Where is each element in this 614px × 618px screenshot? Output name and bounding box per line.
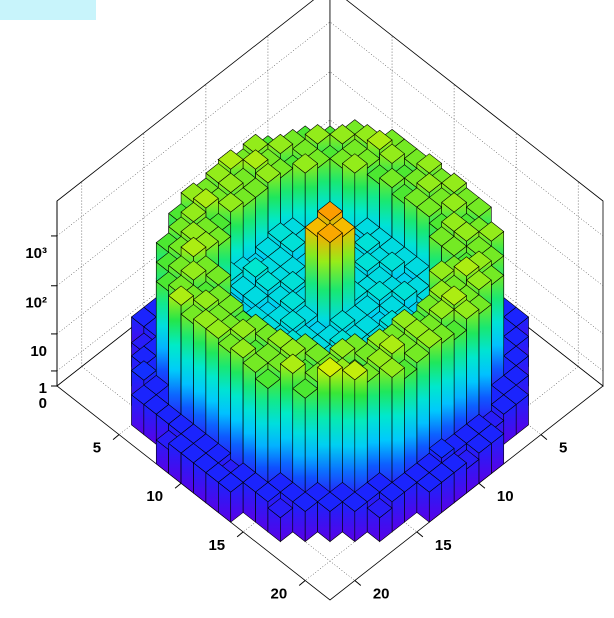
z-tick-label: 10² (25, 295, 47, 312)
z-tick-label: 0 (39, 395, 47, 412)
z-tick-label: 10 (30, 343, 47, 360)
y-tick (541, 435, 547, 440)
y-tick-label: 20 (373, 586, 390, 603)
bar (268, 498, 293, 541)
y-tick-label: 15 (435, 537, 452, 554)
bar (293, 492, 318, 542)
bar (417, 473, 442, 523)
x-tick-label: 20 (270, 586, 287, 603)
page: 011010²10³51015205101520 (() => { const … (0, 0, 614, 613)
y-tick-label: 10 (497, 488, 514, 505)
y-tick (355, 581, 361, 586)
x-tick (237, 532, 243, 537)
bar (318, 492, 343, 542)
background-strip (0, 0, 96, 20)
z-tick-label: 1 (39, 380, 47, 397)
z-tick-label: 10³ (25, 245, 47, 262)
y-tick (479, 483, 485, 488)
chart: 01 10 10² 10³ 5 10 15 20 5 10 15 20 (0, 0, 614, 613)
x-tick (175, 483, 181, 488)
x-tick (299, 581, 305, 586)
y-tick-label: 5 (559, 440, 567, 457)
y-tick (417, 532, 423, 537)
x-tick-label: 5 (93, 440, 101, 457)
bar (367, 498, 392, 541)
bar (342, 492, 367, 542)
x-tick-label: 10 (146, 488, 163, 505)
bar (218, 473, 243, 523)
x-tick (113, 435, 119, 440)
x-tick-label: 15 (208, 537, 225, 554)
